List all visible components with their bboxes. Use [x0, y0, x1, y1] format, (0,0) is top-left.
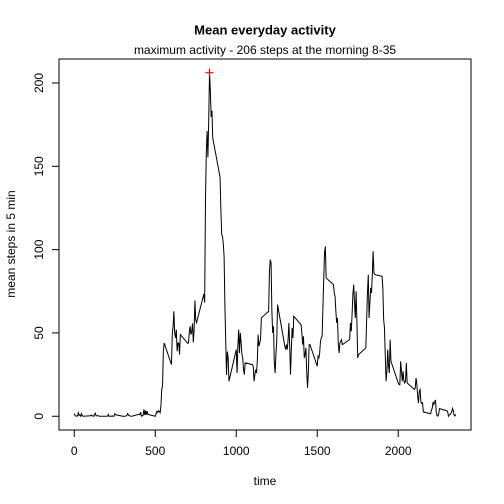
x-tick-label: 1500	[304, 444, 331, 458]
x-tick-label: 2000	[385, 444, 412, 458]
chart-title: Mean everyday activity	[194, 22, 336, 37]
max-marker	[205, 68, 214, 77]
chart-subtitle: maximum activity - 206 steps at the morn…	[134, 43, 396, 57]
x-axis-label: time	[254, 474, 277, 488]
x-tick-label: 500	[145, 444, 165, 458]
data-line	[73, 72, 457, 418]
y-axis-label: mean steps in 5 min	[4, 190, 18, 297]
y-tick-label: 200	[32, 73, 46, 93]
plot-box	[58, 58, 472, 431]
x-tick-label: 0	[71, 444, 78, 458]
x-tick-label: 1000	[223, 444, 250, 458]
y-tick-label: 0	[32, 413, 46, 420]
y-tick-label: 100	[32, 239, 46, 259]
y-tick-label: 50	[32, 326, 46, 340]
y-tick-label: 150	[32, 156, 46, 176]
